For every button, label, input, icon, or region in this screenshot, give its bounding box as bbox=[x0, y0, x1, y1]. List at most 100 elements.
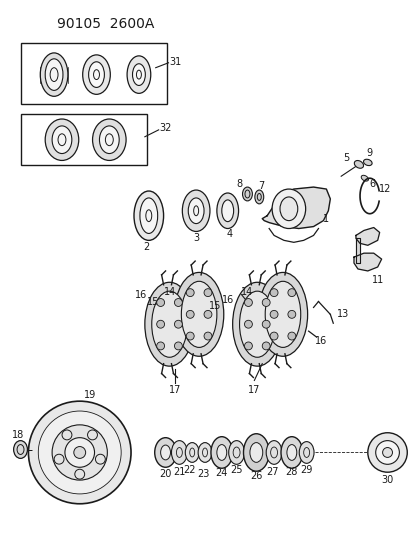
Ellipse shape bbox=[271, 189, 305, 229]
Ellipse shape bbox=[266, 441, 281, 464]
Text: 17: 17 bbox=[247, 385, 260, 395]
Ellipse shape bbox=[221, 200, 233, 222]
Bar bbox=[21, 43, 166, 104]
Ellipse shape bbox=[354, 160, 363, 168]
Text: 18: 18 bbox=[12, 430, 25, 440]
Ellipse shape bbox=[140, 198, 157, 233]
Text: 7: 7 bbox=[258, 181, 264, 191]
Ellipse shape bbox=[258, 272, 307, 356]
Text: 16: 16 bbox=[135, 289, 147, 300]
Circle shape bbox=[367, 433, 406, 472]
Circle shape bbox=[186, 289, 194, 296]
Ellipse shape bbox=[45, 59, 63, 91]
Ellipse shape bbox=[254, 190, 263, 204]
Polygon shape bbox=[355, 228, 379, 245]
Ellipse shape bbox=[145, 282, 194, 366]
Ellipse shape bbox=[127, 56, 150, 93]
Circle shape bbox=[287, 310, 295, 318]
Text: 9: 9 bbox=[366, 148, 372, 158]
Circle shape bbox=[244, 320, 252, 328]
Ellipse shape bbox=[188, 198, 204, 223]
Ellipse shape bbox=[182, 190, 209, 231]
Circle shape bbox=[270, 310, 278, 318]
Ellipse shape bbox=[363, 159, 371, 166]
Circle shape bbox=[156, 320, 164, 328]
Ellipse shape bbox=[132, 64, 145, 85]
Text: 23: 23 bbox=[197, 469, 209, 479]
Text: 3: 3 bbox=[192, 233, 199, 244]
Ellipse shape bbox=[45, 119, 78, 160]
Text: 27: 27 bbox=[265, 467, 278, 477]
Circle shape bbox=[186, 310, 194, 318]
Ellipse shape bbox=[152, 291, 187, 357]
Circle shape bbox=[156, 298, 164, 306]
Polygon shape bbox=[355, 238, 359, 263]
Text: 8: 8 bbox=[236, 179, 242, 189]
Ellipse shape bbox=[216, 445, 226, 461]
Ellipse shape bbox=[299, 442, 313, 463]
Circle shape bbox=[270, 332, 278, 340]
Text: 29: 29 bbox=[300, 465, 312, 475]
Ellipse shape bbox=[160, 445, 170, 460]
Text: 15: 15 bbox=[208, 302, 221, 311]
Ellipse shape bbox=[286, 445, 296, 461]
Text: 2: 2 bbox=[143, 243, 150, 252]
Circle shape bbox=[261, 298, 270, 306]
Polygon shape bbox=[261, 187, 330, 229]
Text: 16: 16 bbox=[315, 336, 327, 346]
Ellipse shape bbox=[88, 62, 104, 87]
Circle shape bbox=[261, 320, 270, 328]
Ellipse shape bbox=[93, 119, 126, 160]
Ellipse shape bbox=[280, 437, 302, 469]
Text: 17: 17 bbox=[169, 385, 181, 395]
Text: 90105  2600A: 90105 2600A bbox=[57, 18, 154, 31]
Ellipse shape bbox=[52, 126, 72, 154]
Circle shape bbox=[156, 342, 164, 350]
Text: 30: 30 bbox=[380, 475, 393, 485]
Circle shape bbox=[174, 342, 182, 350]
Circle shape bbox=[270, 289, 278, 296]
Text: 11: 11 bbox=[370, 275, 383, 285]
Circle shape bbox=[261, 342, 270, 350]
Circle shape bbox=[204, 289, 211, 296]
Ellipse shape bbox=[216, 193, 238, 229]
Ellipse shape bbox=[83, 55, 110, 94]
Ellipse shape bbox=[181, 281, 216, 348]
Circle shape bbox=[174, 298, 182, 306]
Ellipse shape bbox=[361, 175, 368, 181]
Text: 13: 13 bbox=[336, 309, 349, 319]
Text: 5: 5 bbox=[342, 154, 349, 164]
Circle shape bbox=[244, 298, 252, 306]
Circle shape bbox=[244, 342, 252, 350]
Circle shape bbox=[382, 448, 392, 457]
Text: 1: 1 bbox=[323, 214, 329, 224]
Circle shape bbox=[287, 332, 295, 340]
Text: 21: 21 bbox=[173, 467, 185, 477]
Ellipse shape bbox=[185, 442, 199, 462]
Text: 6: 6 bbox=[369, 179, 375, 189]
Text: 24: 24 bbox=[215, 468, 228, 478]
Ellipse shape bbox=[14, 441, 27, 458]
Ellipse shape bbox=[198, 442, 211, 462]
Circle shape bbox=[65, 438, 94, 467]
Text: 14: 14 bbox=[241, 287, 253, 297]
Ellipse shape bbox=[249, 442, 262, 462]
Ellipse shape bbox=[239, 291, 274, 357]
Ellipse shape bbox=[242, 187, 252, 201]
Ellipse shape bbox=[171, 441, 187, 464]
Circle shape bbox=[174, 320, 182, 328]
Text: 14: 14 bbox=[164, 287, 176, 297]
Circle shape bbox=[375, 441, 399, 464]
Text: 31: 31 bbox=[169, 57, 181, 67]
Circle shape bbox=[74, 447, 85, 458]
Text: 20: 20 bbox=[159, 469, 171, 479]
Circle shape bbox=[287, 289, 295, 296]
Ellipse shape bbox=[232, 282, 281, 366]
Text: 22: 22 bbox=[183, 465, 195, 475]
Text: 12: 12 bbox=[378, 184, 391, 194]
Circle shape bbox=[204, 332, 211, 340]
Bar bbox=[21, 114, 147, 165]
Circle shape bbox=[204, 310, 211, 318]
Ellipse shape bbox=[228, 441, 244, 464]
Ellipse shape bbox=[174, 272, 223, 356]
